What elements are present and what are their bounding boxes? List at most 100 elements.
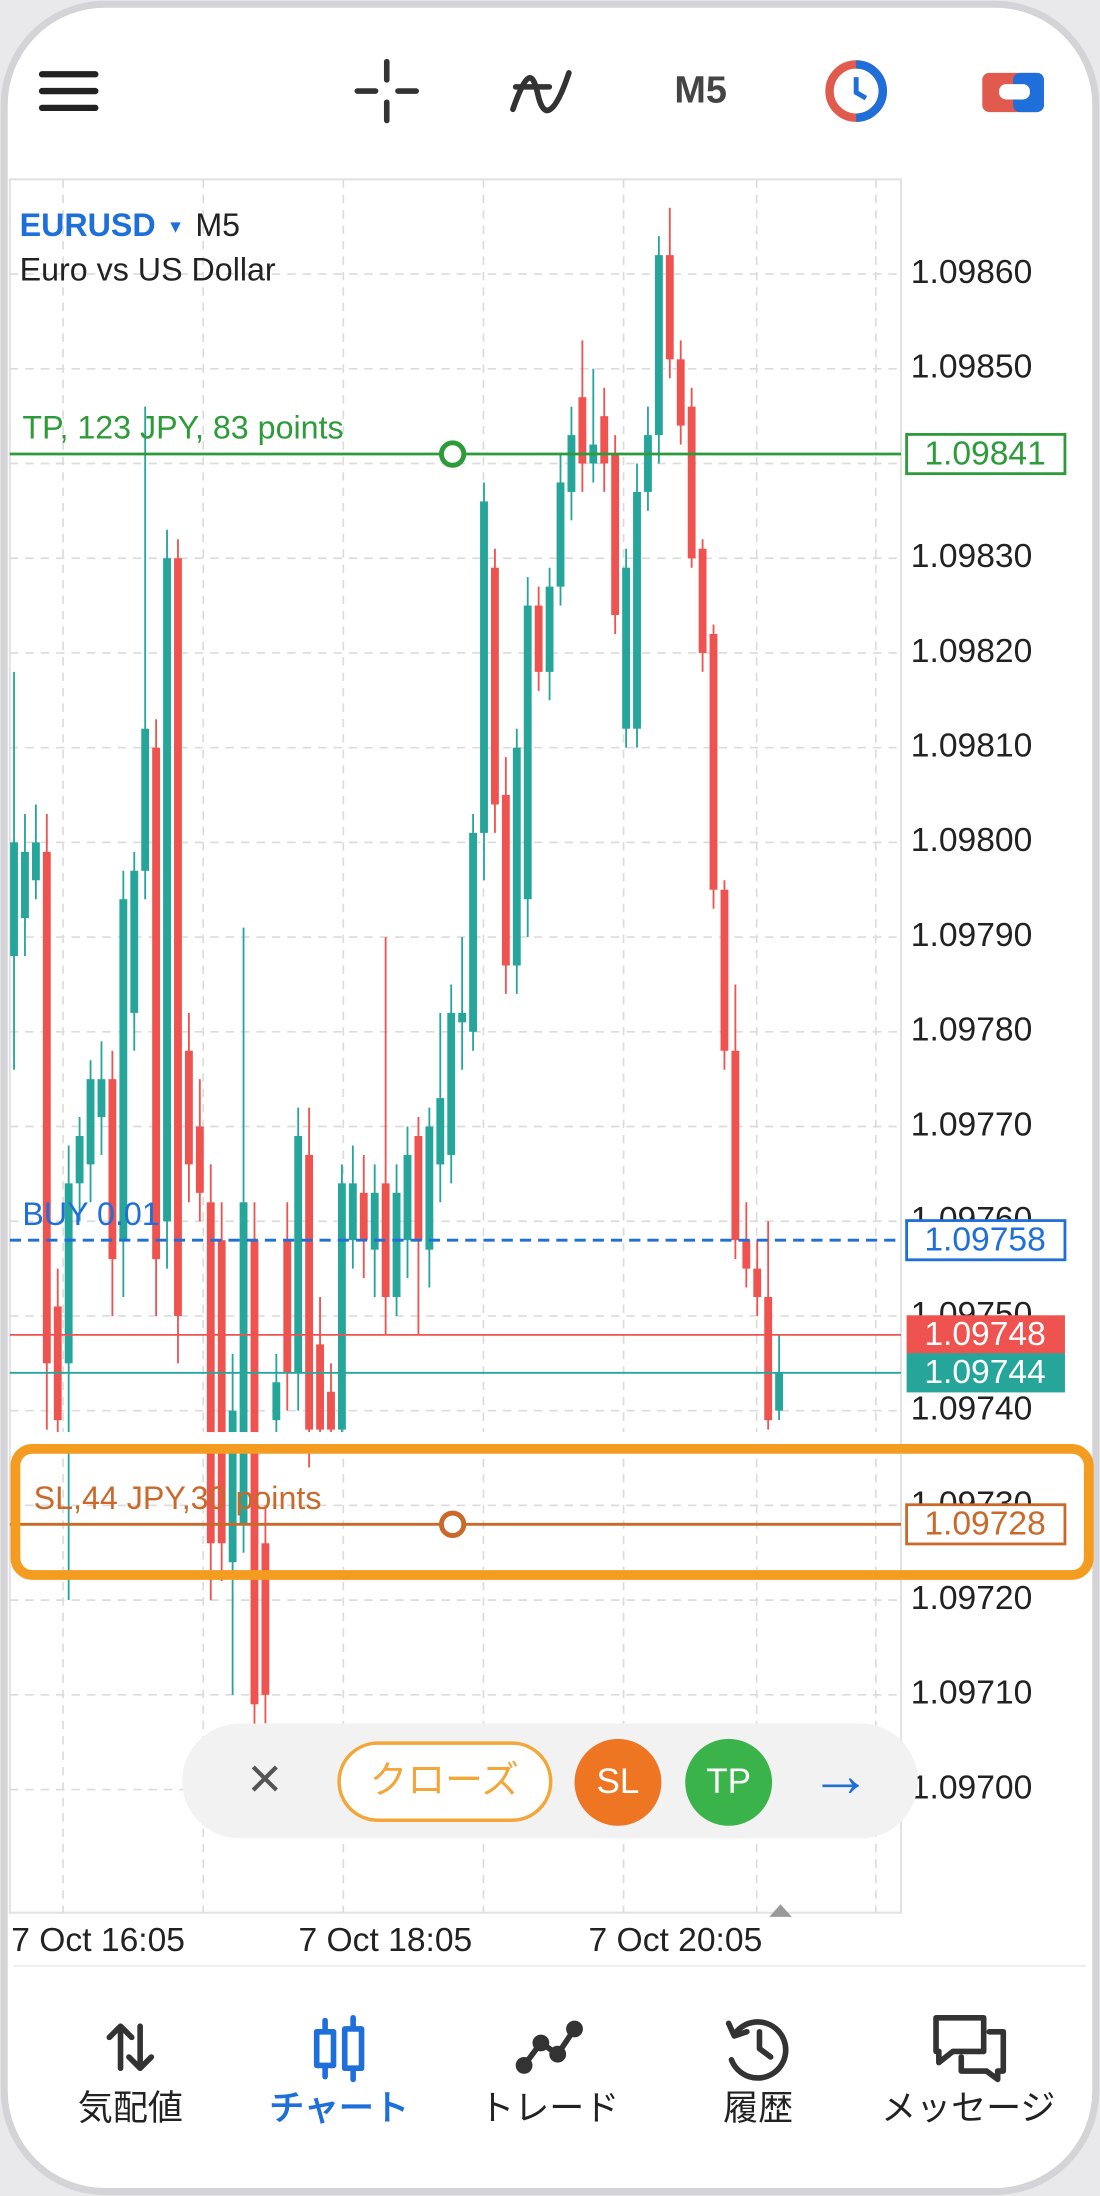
tp-label[interactable]: TP <box>706 1762 751 1801</box>
candle-body <box>775 1372 784 1411</box>
trade-toggle[interactable] <box>982 72 1044 113</box>
candle-body <box>501 795 510 966</box>
candle-body <box>130 870 139 1013</box>
price-line-label[interactable]: TP, 123 JPY, 83 points <box>22 410 343 446</box>
close-button[interactable]: × <box>248 1746 282 1811</box>
price-box-label: 1.09728 <box>924 1506 1045 1543</box>
chart: 1.097001.097101.097201.097301.097401.097… <box>8 178 1067 1959</box>
y-tick-label: 1.09770 <box>911 1106 1032 1143</box>
nav-label[interactable]: メッセージ <box>881 2088 1055 2129</box>
candle-body <box>174 558 182 1316</box>
line-handle[interactable] <box>438 440 467 468</box>
candle-body <box>687 406 696 559</box>
timeframe-button[interactable]: M5 <box>674 69 727 111</box>
candle-body <box>698 548 707 653</box>
menu-button[interactable] <box>38 71 99 112</box>
candle-body <box>523 605 532 900</box>
symbol-header: EURUSD ▾ M5 <box>20 207 240 243</box>
quotes-icon[interactable] <box>106 2023 155 2072</box>
candle-body <box>316 1344 324 1430</box>
messages-icon[interactable] <box>933 2014 1007 2083</box>
nav-label[interactable]: チャート <box>269 2088 409 2129</box>
candle-body <box>294 1135 303 1373</box>
candle-body <box>359 1192 368 1241</box>
candle-body <box>480 501 488 833</box>
price-box <box>905 1219 1067 1262</box>
candle-body <box>414 1135 423 1241</box>
y-tick-label: 1.09800 <box>911 822 1032 859</box>
candle-body <box>97 1079 106 1118</box>
candle-body <box>491 567 499 805</box>
nav-label[interactable]: 気配値 <box>78 2088 183 2129</box>
candle-body <box>261 1543 270 1695</box>
y-tick-label: 1.09830 <box>911 538 1032 575</box>
candle-body <box>764 1297 773 1421</box>
y-tick-label: 1.09740 <box>911 1391 1032 1428</box>
candle-body <box>731 1050 740 1241</box>
clock-button[interactable] <box>825 60 887 122</box>
time-grid <box>62 179 877 1913</box>
y-tick-label: 1.09810 <box>911 728 1032 765</box>
candle-body <box>447 1012 456 1155</box>
candle-body <box>654 255 663 436</box>
chart-icon[interactable] <box>313 2014 365 2083</box>
candle-body <box>545 586 554 672</box>
sl-label[interactable]: SL <box>597 1762 640 1801</box>
candle-body <box>327 1391 335 1430</box>
y-tick-label: 1.09850 <box>911 349 1032 386</box>
candle-body <box>644 435 652 492</box>
candle-body <box>348 1183 357 1241</box>
line-handle[interactable] <box>438 1510 467 1538</box>
candle-body <box>195 1126 204 1193</box>
trade-icon[interactable] <box>515 2020 583 2074</box>
x-tick-label: 7 Oct 18:05 <box>298 1922 472 1959</box>
price-box-label: 1.09744 <box>924 1354 1045 1391</box>
y-tick-label: 1.09710 <box>911 1675 1032 1712</box>
sl-button[interactable] <box>574 1738 662 1826</box>
x-tick-label: 7 Oct 16:05 <box>11 1922 185 1959</box>
candle-body <box>709 633 718 890</box>
symbol-name[interactable]: EURUSD <box>20 207 156 243</box>
price-box-label: 1.09841 <box>924 435 1045 472</box>
candle-body <box>436 1098 445 1165</box>
indicators-button[interactable] <box>510 70 572 114</box>
nav-label[interactable]: 履歴 <box>723 2088 793 2129</box>
candle-body <box>21 851 29 919</box>
symbol-arrow[interactable]: ▾ <box>170 215 181 238</box>
candle-body <box>217 1240 226 1544</box>
candles <box>10 207 900 1733</box>
candle-body <box>163 558 171 1222</box>
candle-body <box>119 899 128 1241</box>
x-tick-label: 7 Oct 20:05 <box>589 1922 763 1959</box>
candle-body <box>42 851 51 1364</box>
price-box <box>906 1315 1065 1355</box>
next-button[interactable]: → <box>810 1741 872 1810</box>
price-box-label: 1.09748 <box>924 1316 1045 1353</box>
candle-body <box>753 1268 762 1298</box>
y-tick-label: 1.09790 <box>911 917 1032 954</box>
candle-body <box>600 416 609 464</box>
candle-body <box>108 1079 117 1260</box>
price-line-label[interactable]: BUY 0.01 <box>22 1196 159 1232</box>
plot-area <box>8 178 903 1914</box>
candle-body <box>611 454 620 616</box>
candle-body <box>512 747 521 966</box>
price-line-label[interactable]: SL,44 JPY,30 points <box>34 1480 322 1516</box>
tp-button[interactable] <box>685 1738 773 1826</box>
close-position-button[interactable] <box>337 1741 553 1822</box>
scroll-marker <box>769 1904 792 1917</box>
y-tick-label: 1.09780 <box>911 1012 1032 1049</box>
crosshair-button[interactable] <box>354 58 419 124</box>
history-icon[interactable] <box>725 2019 789 2081</box>
candle-body <box>228 1410 237 1563</box>
candle-body <box>720 889 729 1051</box>
nav-label[interactable]: トレード <box>479 2088 619 2129</box>
price-box <box>905 1503 1067 1546</box>
candle-body <box>141 728 150 871</box>
candle-body <box>381 1183 390 1298</box>
candle-body <box>75 1135 84 1184</box>
close-position-label[interactable]: クローズ <box>369 1758 518 1802</box>
price-lines: TP, 123 JPY, 83 points 1.09841 BUY 0.01 1.0… <box>9 410 1067 1546</box>
candle-body <box>676 359 685 426</box>
